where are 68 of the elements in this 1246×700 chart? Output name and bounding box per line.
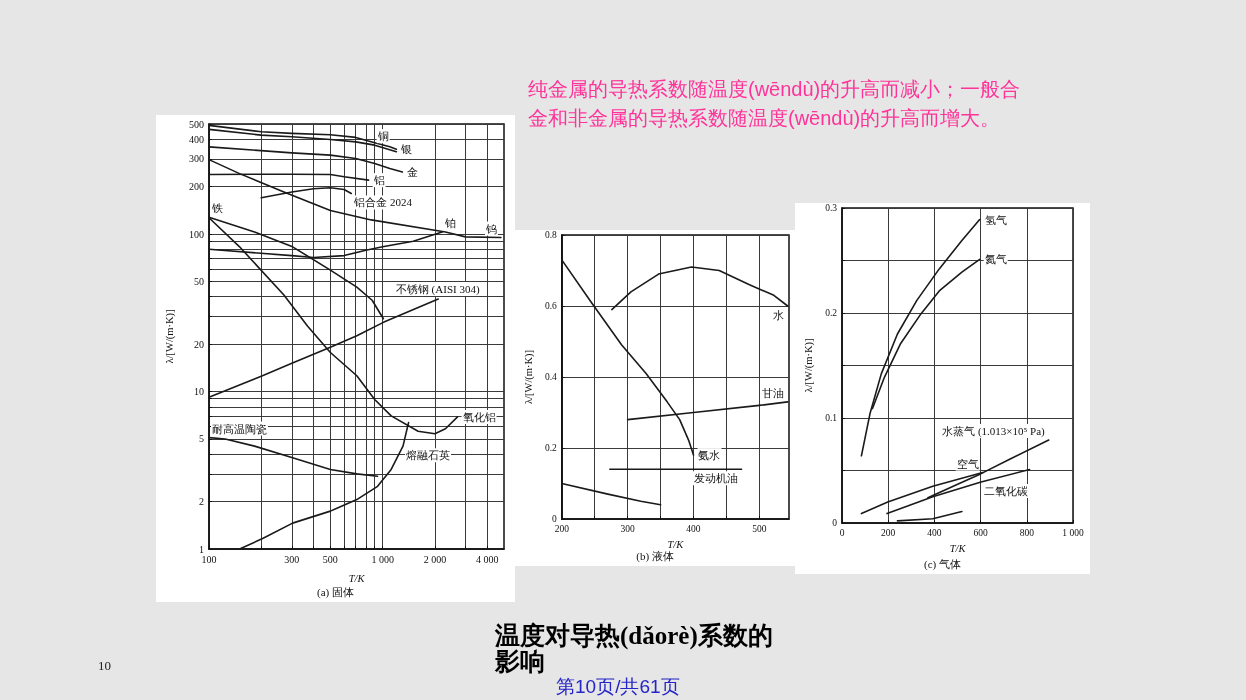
series-label: 氦气	[984, 253, 1007, 266]
y-tick-label: 100	[189, 228, 204, 240]
y-tick-label: 0.8	[544, 230, 558, 240]
x-tick-label: 400	[927, 528, 942, 538]
series-label: 空气	[956, 457, 979, 470]
series-label: 不锈钢 (AISI 304)	[395, 282, 480, 296]
x-tick-label: 200	[554, 524, 570, 534]
text: 纯金属的导热系数随温度(wēndù)的升高而减小；一般合金和非金属的导热系数随温度(wēndù)的升高而增大。	[528, 77, 1022, 131]
y-tick-label: 0.3	[825, 203, 838, 213]
series-label: 二氧化碳	[984, 485, 1029, 498]
series-label: 金	[407, 165, 419, 178]
x-tick-label: 2 000	[423, 553, 447, 565]
x-axis-title: T/K	[348, 573, 366, 584]
y-tick-label: 10	[194, 386, 204, 398]
series-label: 甘油	[761, 386, 784, 399]
text: 温度对导热(dǎorè)系数的影响	[495, 622, 774, 675]
series-label: 铂	[444, 217, 457, 230]
y-axis-title: λ/[W/(m·K)]	[803, 338, 815, 393]
y-tick-label: 0	[552, 514, 558, 524]
series-label: 铝	[372, 174, 385, 187]
x-tick-label: 800	[1019, 528, 1035, 538]
y-tick-label: 0.6	[544, 301, 558, 311]
y-tick-label: 50	[194, 275, 204, 287]
x-tick-label: 500	[752, 524, 767, 534]
text: (b) 液体	[636, 549, 674, 563]
x-tick-label: 1 000	[371, 553, 394, 565]
x-tick-label: 500	[322, 553, 338, 565]
x-tick-label: 4 000	[475, 553, 499, 565]
series-label: 耐高温陶瓷	[212, 422, 267, 435]
series-label: 氢气	[984, 213, 1007, 226]
x-tick-label: 0	[839, 528, 845, 538]
y-tick-label: 200	[189, 181, 204, 193]
y-axis-title: λ/[W/(m·K)]	[164, 309, 176, 364]
series-label: 铝合金 2024	[353, 196, 413, 209]
x-tick-label: 1 000	[1062, 528, 1084, 538]
series-label: 铁	[211, 202, 223, 215]
text: (c) 气体	[924, 557, 961, 571]
x-tick-label: 300	[620, 524, 636, 534]
series-label: 银	[400, 143, 413, 156]
x-tick-label: 300	[284, 553, 300, 565]
x-tick-label: 600	[973, 528, 988, 538]
series-label: 发动机油	[693, 472, 738, 485]
text: 10	[98, 658, 111, 674]
y-tick-label: 0.4	[544, 372, 558, 382]
x-axis-title: T/K	[949, 542, 967, 554]
series-label: 铜	[376, 130, 389, 143]
y-tick-label: 400	[189, 133, 204, 145]
y-tick-label: 300	[189, 153, 204, 165]
y-tick-label: 5	[199, 433, 204, 445]
y-tick-label: 0.2	[825, 308, 838, 318]
series-label: 熔融石英	[406, 449, 450, 462]
y-tick-label: 0.2	[544, 443, 558, 453]
y-axis-title: λ/[W/(m·K)]	[523, 349, 535, 405]
series-label: 水蒸气 (1.013×10⁵ Pa)	[942, 425, 1046, 439]
series-label: 氧化铝	[462, 410, 496, 423]
y-tick-label: 20	[194, 338, 204, 350]
series-label: 水	[772, 309, 784, 321]
y-tick-label: 0.1	[825, 413, 838, 423]
x-axis-title: T/K	[667, 538, 685, 550]
y-tick-label: 2	[199, 496, 204, 508]
x-tick-label: 200	[881, 528, 896, 538]
series-label: 氨水	[698, 449, 721, 462]
text: 第10页/共61页	[556, 676, 680, 698]
x-tick-label: 400	[686, 524, 701, 534]
series-label: 钨	[484, 222, 497, 235]
text: (a) 固体	[317, 585, 354, 599]
y-tick-label: 500	[189, 118, 204, 130]
y-tick-label: 1	[199, 543, 204, 555]
